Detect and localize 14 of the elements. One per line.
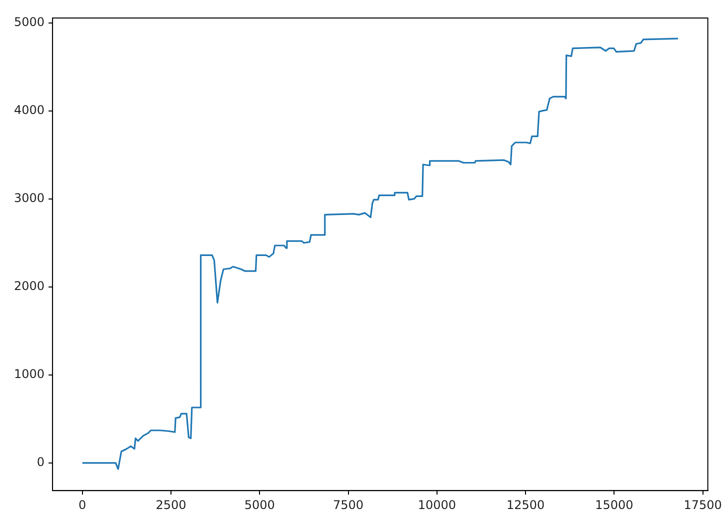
x-tick-label: 17500 bbox=[684, 498, 722, 512]
x-tick-label: 15000 bbox=[595, 498, 634, 512]
x-tick-label: 12500 bbox=[506, 498, 545, 512]
y-tick-label: 1000 bbox=[14, 367, 45, 382]
x-tick-label: 2500 bbox=[156, 498, 186, 512]
y-tick-label: 0 bbox=[36, 455, 45, 470]
y-tick-label: 4000 bbox=[14, 102, 45, 117]
x-tick-label: 7500 bbox=[332, 498, 364, 512]
y-tick-label: 3000 bbox=[14, 190, 45, 205]
x-tick-label: 0 bbox=[78, 498, 86, 512]
y-tick-label: 2000 bbox=[14, 279, 45, 293]
x-tick-label: 10000 bbox=[418, 498, 456, 512]
x-tick-label: 5000 bbox=[244, 498, 275, 512]
y-tick-label: 5000 bbox=[14, 14, 45, 29]
